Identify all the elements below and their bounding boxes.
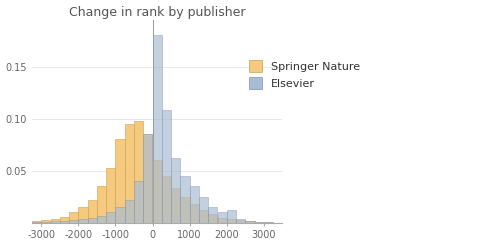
Bar xyxy=(181,197,190,223)
Bar xyxy=(171,188,181,223)
Bar xyxy=(171,158,181,223)
Bar xyxy=(236,219,245,223)
Bar xyxy=(51,221,60,223)
Bar xyxy=(41,220,50,223)
Bar xyxy=(190,186,199,223)
Bar xyxy=(116,207,124,223)
Bar xyxy=(255,222,264,223)
Bar xyxy=(255,222,264,223)
Bar xyxy=(227,210,236,223)
Bar xyxy=(88,218,97,223)
Bar xyxy=(97,186,106,223)
Bar xyxy=(245,221,255,223)
Bar xyxy=(88,200,97,223)
Bar xyxy=(106,168,115,223)
Bar xyxy=(227,219,236,223)
Bar xyxy=(236,220,245,223)
Bar xyxy=(125,200,134,223)
Bar xyxy=(264,222,273,223)
Bar xyxy=(60,221,69,223)
Bar xyxy=(79,219,87,223)
Bar xyxy=(32,221,41,223)
Bar xyxy=(162,110,171,223)
Legend: Springer Nature, Elsevier: Springer Nature, Elsevier xyxy=(244,56,365,93)
Bar xyxy=(134,121,143,223)
Bar xyxy=(208,215,218,223)
Bar xyxy=(134,181,143,223)
Bar xyxy=(153,160,162,223)
Bar xyxy=(264,222,273,223)
Bar xyxy=(218,212,227,223)
Bar xyxy=(143,134,152,223)
Bar xyxy=(32,222,41,223)
Bar xyxy=(116,139,124,223)
Bar xyxy=(245,221,255,223)
Bar xyxy=(125,124,134,223)
Bar xyxy=(153,35,162,223)
Bar xyxy=(143,134,152,223)
Bar xyxy=(199,210,208,223)
Bar xyxy=(69,220,78,223)
Bar xyxy=(181,176,190,223)
Bar xyxy=(41,222,50,223)
Bar xyxy=(60,216,69,223)
Bar xyxy=(190,204,199,223)
Bar xyxy=(162,176,171,223)
Bar xyxy=(218,218,227,223)
Bar xyxy=(51,219,60,223)
Bar xyxy=(106,212,115,223)
Bar xyxy=(199,197,208,223)
Bar xyxy=(208,207,218,223)
Title: Change in rank by publisher: Change in rank by publisher xyxy=(69,6,245,18)
Bar xyxy=(69,212,78,223)
Bar xyxy=(97,215,106,223)
Bar xyxy=(79,207,87,223)
